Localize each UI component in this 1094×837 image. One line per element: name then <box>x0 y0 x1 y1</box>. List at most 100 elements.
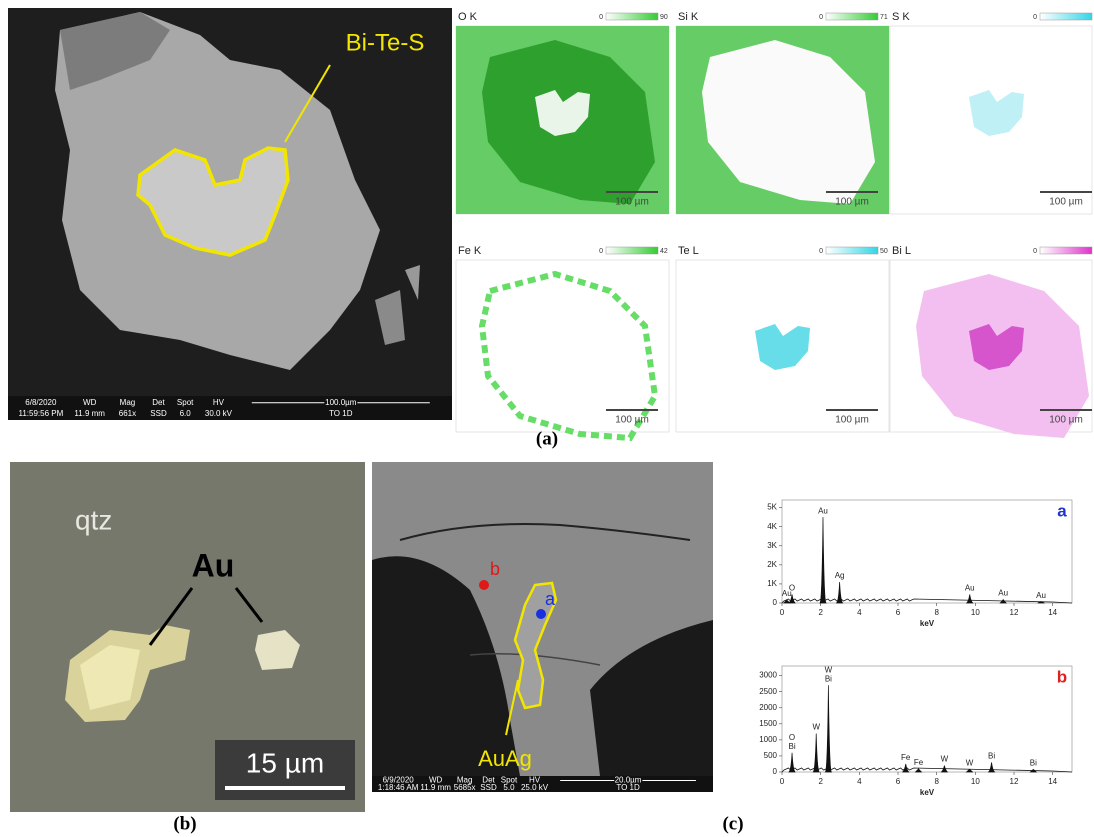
colorbar <box>825 12 879 21</box>
peak-label: O <box>789 584 795 593</box>
peak-label: W <box>825 665 833 674</box>
core <box>755 324 810 370</box>
map-scale: 100 µm <box>835 197 869 208</box>
core <box>969 324 1024 370</box>
peak-label: Au <box>818 506 828 515</box>
y-tick-label: 0 <box>773 767 778 776</box>
x-tick-label: 2 <box>818 777 823 786</box>
databar-value: 25.0 kV <box>521 783 549 792</box>
x-tick-label: 10 <box>971 608 980 617</box>
x-tick-label: 4 <box>857 608 862 617</box>
databar-header: Spot <box>177 398 194 407</box>
y-tick-label: 500 <box>764 751 778 760</box>
x-tick-label: 6 <box>896 777 901 786</box>
colorbar-max: 50 <box>880 248 888 255</box>
map-element: O K <box>458 11 478 23</box>
databar-header: Det <box>152 398 165 407</box>
scale-label: 15 µm <box>246 747 324 778</box>
peak-label: Au <box>1036 591 1046 600</box>
map-element: Te L <box>678 245 699 257</box>
element-map: Fe K 0 42 100 µm <box>455 245 670 442</box>
colorbar <box>605 12 659 21</box>
map-element: Bi L <box>892 245 911 257</box>
y-tick-label: 0 <box>773 598 778 607</box>
y-tick-label: 5K <box>767 503 777 512</box>
x-tick-label: 12 <box>1010 777 1019 786</box>
point-label: a <box>545 589 556 609</box>
baseline-noise <box>781 598 1073 604</box>
peak-label: Au <box>965 584 975 593</box>
spectrum-chart: 0 500 1000 1500 2000 2500 3000 0 2 4 6 8 10 12 14 keV b O… <box>759 665 1073 797</box>
map-element: S K <box>892 11 910 23</box>
x-tick-label: 14 <box>1048 777 1057 786</box>
map-scale: 100 µm <box>1049 415 1083 426</box>
map-image <box>456 26 669 214</box>
caption: (c) <box>722 813 743 834</box>
x-tick-label: 0 <box>780 777 785 786</box>
peak <box>987 762 996 773</box>
databar-value: 30.0 kV <box>205 409 233 418</box>
peak <box>1037 601 1045 604</box>
optical-image-b: qtz Au 15 µm <box>10 462 365 812</box>
peak <box>965 769 974 773</box>
peak <box>824 685 833 773</box>
x-tick-label: 0 <box>780 608 785 617</box>
peak-label: Fe <box>914 758 924 767</box>
colorbar-min: 0 <box>599 248 603 255</box>
peak <box>901 763 910 773</box>
element-map: Te L 0 50 100 µm <box>675 245 890 433</box>
databar-header: HV <box>529 776 541 785</box>
y-tick-label: 3K <box>767 541 777 550</box>
spectrum-title: a <box>1057 501 1067 520</box>
databar-value: 11:59:56 PM <box>18 409 63 418</box>
x-axis-label: keV <box>920 619 935 628</box>
colorbar <box>1039 246 1093 255</box>
peak <box>835 581 844 604</box>
x-tick-label: 2 <box>818 608 823 617</box>
peak <box>819 517 827 604</box>
spectrum-title: b <box>1057 667 1067 686</box>
core <box>969 90 1024 136</box>
caption: (b) <box>173 813 196 834</box>
y-tick-label: 3000 <box>759 671 777 680</box>
peak-label: Au <box>782 589 792 598</box>
x-tick-label: 4 <box>857 777 862 786</box>
y-tick-label: 1000 <box>759 735 777 744</box>
map-scale: 100 µm <box>615 197 649 208</box>
x-tick-label: 8 <box>934 777 939 786</box>
sem-databar: 6/8/2020 11:59:56 PM WD 11.9 mm Mag 661x Det SS… <box>8 396 452 420</box>
y-tick-label: 1500 <box>759 719 777 728</box>
databar-header: WD <box>429 776 443 785</box>
element-map: O K 0 90 100 µm <box>455 11 670 215</box>
databar-scale: 100.0µm <box>325 398 357 407</box>
peak-label: Bi <box>988 751 995 760</box>
databar-value: SSD <box>480 783 497 792</box>
databar-value: 5.0 <box>503 783 515 792</box>
phase-label: AuAg <box>478 746 532 771</box>
colorbar-min: 0 <box>1033 14 1037 21</box>
databar-header: 6/9/2020 <box>383 776 415 785</box>
sem-image-a: Bi-Te-S <box>8 8 452 396</box>
y-tick-label: 2K <box>767 560 777 569</box>
colorbar-max: 71 <box>880 14 888 21</box>
sem-image-c: b a AuAg <box>372 462 713 776</box>
peak-label: Au <box>998 589 1008 598</box>
peak <box>788 752 796 773</box>
map-frame <box>455 259 670 433</box>
map-element: Fe K <box>458 245 482 257</box>
y-tick-label: 4K <box>767 522 777 531</box>
databar-value: 5685x <box>454 783 476 792</box>
y-tick-label: 2500 <box>759 687 777 696</box>
peak-label: W <box>966 759 974 768</box>
map-scale: 100 µm <box>1049 197 1083 208</box>
map-image <box>969 90 1024 136</box>
core <box>535 90 590 136</box>
peak <box>782 599 791 604</box>
colorbar-min: 0 <box>819 248 823 255</box>
peak-label: Fe <box>901 753 911 762</box>
